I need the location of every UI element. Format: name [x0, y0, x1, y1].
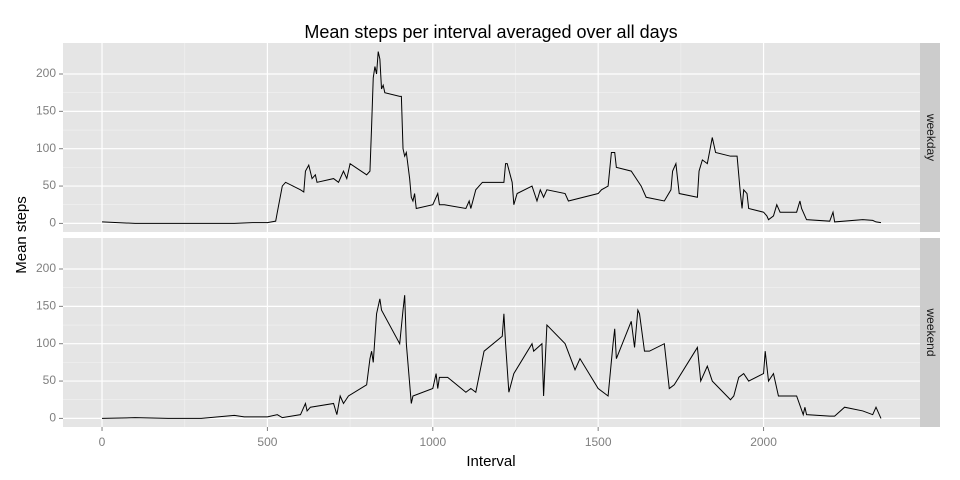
x-tick-label: 1500 [585, 435, 612, 449]
x-axis-title: Interval [466, 453, 515, 470]
y-tick-label: 200 [36, 261, 56, 275]
line-series [102, 51, 882, 224]
facet-label: weekday [924, 113, 938, 161]
y-tick-label: 50 [43, 178, 57, 192]
facet-strip [920, 43, 940, 232]
y-tick-label: 200 [36, 66, 56, 80]
y-tick-label: 0 [49, 411, 56, 425]
y-tick-label: 100 [36, 141, 56, 155]
facet-strip [920, 238, 940, 427]
y-tick-label: 150 [36, 299, 56, 313]
x-tick-label: 1000 [419, 435, 446, 449]
y-tick-label: 100 [36, 336, 56, 350]
y-tick-label: 150 [36, 104, 56, 118]
x-tick-label: 2000 [750, 435, 777, 449]
y-tick-label: 0 [49, 216, 56, 230]
y-axis-title: Mean steps [13, 196, 30, 274]
y-tick-label: 50 [43, 373, 57, 387]
panel-background [63, 43, 920, 232]
x-tick-label: 0 [99, 435, 106, 449]
facet-label: weekend [924, 307, 938, 356]
panel-background [63, 238, 920, 427]
line-series [102, 295, 882, 419]
chart-title: Mean steps per interval averaged over al… [304, 22, 677, 42]
x-tick-label: 500 [257, 435, 277, 449]
